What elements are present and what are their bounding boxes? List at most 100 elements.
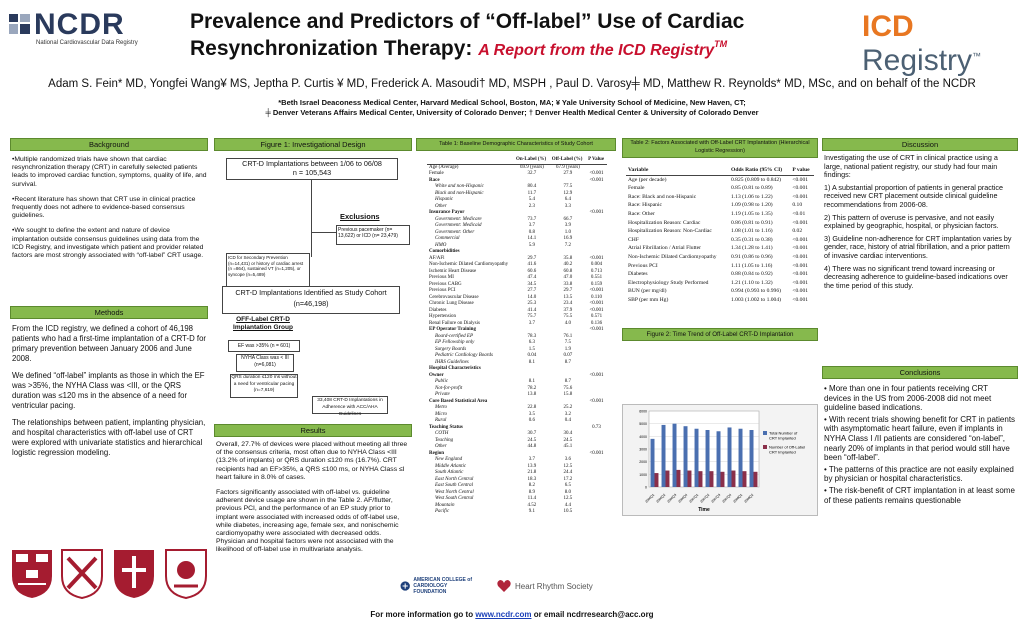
table1-row: Region <0.001: [427, 451, 607, 458]
chart-x-tick-label: 2006Q4: [677, 493, 688, 504]
adherent-box: 33,408 CRT-D Implantations in Adherence …: [312, 396, 388, 417]
table1-cell: East North Central: [435, 476, 474, 482]
table1-cell: 12.9: [563, 190, 573, 196]
table1-row: Commercial 14.1 16.9: [427, 236, 607, 243]
table1-cell: 0.8: [528, 229, 536, 235]
ncdr-link[interactable]: www.ncdr.com: [475, 610, 532, 619]
table1-cell: 60.6: [527, 268, 537, 274]
table2-cell: Hospitalization Reason: Cardiac: [628, 219, 701, 226]
table1-cell: 3.5: [528, 411, 536, 417]
table2-cell: <0.001: [792, 271, 809, 278]
table1-cell: Hispanic: [435, 197, 454, 202]
chart-bar: [720, 471, 725, 487]
chart-legend-label: Total Number of: [769, 431, 798, 436]
table2-cell: Race: Hispanic: [628, 202, 663, 209]
ncdr-emblem-icon: [9, 14, 30, 34]
table1-row: Chronic Lung Disease 25.3 23.4 <0.001: [427, 301, 607, 308]
table1-row: Other 44.8 45.1: [427, 444, 607, 451]
table1-cell: 6.3: [528, 340, 536, 345]
table1-cell: 6.5: [564, 483, 572, 488]
chart-x-tick-label: 2006Q2: [655, 493, 666, 504]
table2-row: Race: Hispanic 1.09 (0.98 to 1.20) 0.10: [626, 201, 814, 210]
chart-x-tick-label: 2008Q1: [732, 493, 743, 504]
table1-row: Public 8.1 8.7: [427, 379, 607, 386]
discussion-intro: Investigating the use of CRT in clinical…: [824, 153, 998, 180]
table2-row: Race: Other 1.19 (1.05 to 1.35) <0.01: [626, 210, 814, 219]
table1-cell: Black and non-Hispanic: [435, 190, 484, 196]
table1-cell: 11.4: [527, 496, 537, 501]
table1-cell: <0.001: [589, 450, 604, 456]
table1-cell: 77.5: [563, 184, 573, 189]
table2-row: CHF 0.35 (0.31 to 0.38) <0.001: [626, 236, 814, 245]
table1-cell: New England: [435, 457, 463, 462]
medical-center-shield-icon: [114, 550, 154, 598]
table1-cell: Age (Average): [429, 164, 459, 170]
table1-cell: 47.0: [563, 275, 573, 280]
offlabel-group-label: OFF-Label CRT-D Implantation Group: [233, 316, 293, 331]
table1: On-Label (%) Off-Label (%) P Value Age (…: [427, 157, 607, 516]
table2-cell: 0.88 (0.84 to 0.92): [730, 271, 773, 278]
table1-cell: 75.5: [563, 314, 573, 319]
table1-cell: 78.2: [527, 385, 537, 391]
table1-cell: 80.4: [527, 184, 537, 189]
table1-cell: Surgery Boards: [435, 346, 467, 352]
table1-row: Pediatric Cardiology Boards 0.04 0.07: [427, 353, 607, 360]
table1-cell: Owner: [429, 372, 444, 378]
table1-cell: 5.9: [528, 242, 536, 248]
table2-cell: 0.02: [792, 228, 803, 235]
discussion-header: Discussion: [822, 138, 1018, 151]
table2-cell: <0.001: [792, 176, 809, 183]
university-shield-icon: [61, 549, 103, 600]
table1-cell: 14.0: [527, 294, 537, 300]
figure1-header: Figure 1: Investigational Design: [214, 138, 412, 151]
table1-cell: Renal Failure on Dialysis: [429, 320, 480, 326]
chart-x-tick-label: 2007Q1: [688, 493, 699, 504]
table1-cell: <0.001: [589, 307, 604, 313]
table2-cell: 1.11 (1.05 to 1.16): [730, 262, 773, 269]
table1-grid: On-Label (%) Off-Label (%) P Value Age (…: [427, 157, 607, 516]
table1-row: White and non-Hispanic 80.4 77.5: [427, 184, 607, 191]
table1-cell: 3.7: [528, 223, 536, 228]
table1-row: West North Central 8.9 8.0: [427, 490, 607, 497]
table1-row: Private 13.8 15.8: [427, 392, 607, 399]
table1-cell: 3.9: [564, 223, 572, 228]
table2-row: Hospitalization Reason: Cardiac 0.86 (0.8…: [626, 219, 814, 228]
table1-cell: Previous CABG: [429, 281, 462, 287]
table1-cell: 73.7: [527, 216, 537, 222]
table1-cell: 44.8: [527, 444, 537, 449]
footer-prefix: For more information go to: [370, 610, 476, 619]
table1-cell: 24.4: [563, 470, 573, 475]
table2-cell: Hospitalization Reason: Non-Cardiac: [628, 228, 712, 235]
table1-cell: 11.7: [527, 190, 537, 196]
table1-row: Diabetes 41.4 37.9 <0.001: [427, 308, 607, 315]
table1-cell: 0.73: [592, 424, 601, 430]
chart-bar: [654, 473, 659, 487]
affiliations: *Beth Israel Deaconess Medical Center, H…: [0, 98, 1024, 118]
table1-cell: <0.001: [589, 210, 604, 215]
table2-col-or: Odds Ratio (95% CI): [728, 166, 791, 176]
table1-row: Micro 3.5 3.2: [427, 412, 607, 419]
table2-cell: Atrial Fibrillation / Atrial Flutter: [628, 245, 702, 252]
table1-cell: Previous PCI: [429, 288, 456, 293]
chart-legend-label: CRT Implanted: [769, 436, 796, 441]
title-line1: Prevalence and Predictors of “Off-label”…: [190, 10, 745, 33]
table1-header: Table 1: Baseline Demographic Characteri…: [416, 138, 616, 151]
table1-cell: 4.4: [564, 502, 572, 508]
chart-y-tick-label: 6000: [639, 410, 647, 414]
table1-cell: Insurance Payor: [429, 210, 465, 215]
table2-row: Hospitalization Reason: Non-Cardiac 1.08 …: [626, 227, 814, 236]
table2-cell: 0.35 (0.31 to 0.38): [730, 236, 773, 243]
table1-row: Female 32.7 27.9 <0.001: [427, 171, 607, 178]
table1-cell: 5.4: [528, 197, 536, 202]
table2-cell: <0.001: [792, 236, 809, 243]
chart-bar: [661, 424, 666, 487]
conclusion-2: • With recent trials showing benefit for…: [824, 414, 1016, 463]
table2-cell: BUN (per mg/dl): [628, 288, 667, 295]
table2-row: Atrial Fibrillation / Atrial Flutter 1.34…: [626, 244, 814, 253]
ncdr-logo-subtitle: National Cardiovascular Data Registry: [36, 40, 138, 46]
table1-cell: 0.110: [590, 294, 603, 300]
table1-cell: Public: [435, 379, 449, 384]
table1-cell: 40.2: [563, 262, 573, 267]
flow-box-study-cohort-count: (n=46,198): [293, 299, 329, 308]
table2-cell: 1.09 (0.98 to 1.20): [730, 202, 773, 209]
